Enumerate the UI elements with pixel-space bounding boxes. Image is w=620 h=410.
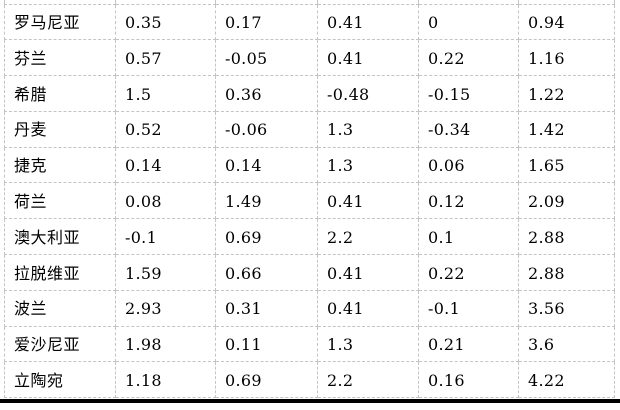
- table-body: 罗马尼亚 0.35 0.17 0.41 0 0.94 芬兰 0.57 -0.05 0.41 0.22…: [4, 0, 615, 399]
- value-cell[interactable]: -0.34: [418, 110, 519, 148]
- partial-row-top: [4, 0, 615, 5]
- value-cell[interactable]: 0.94: [518, 3, 615, 41]
- country-cell[interactable]: 捷克: [4, 146, 116, 184]
- table-row: 拉脱维亚 1.59 0.66 0.41 0.22 2.88: [4, 254, 615, 291]
- value-cell[interactable]: 0.21: [418, 325, 519, 363]
- value-cell[interactable]: 1.16: [518, 39, 615, 77]
- value-cell[interactable]: 1.59: [115, 254, 216, 291]
- table-row: 丹麦 0.52 -0.06 1.3 -0.34 1.42: [4, 110, 615, 148]
- value-cell[interactable]: 0.08: [115, 182, 216, 220]
- value-cell[interactable]: -0.15: [418, 75, 519, 112]
- table-row: 荷兰 0.08 1.49 0.41 0.12 2.09: [4, 182, 615, 220]
- value-cell[interactable]: 0.11: [215, 325, 318, 363]
- value-cell[interactable]: 1.3: [317, 110, 419, 148]
- value-cell[interactable]: 0.36: [215, 75, 318, 112]
- value-cell[interactable]: 0.69: [215, 218, 318, 256]
- value-cell[interactable]: 0.1: [418, 218, 519, 256]
- value-cell[interactable]: 3.56: [518, 289, 615, 327]
- table-row: 罗马尼亚 0.35 0.17 0.41 0 0.94: [4, 3, 615, 41]
- country-cell[interactable]: 立陶宛: [4, 361, 116, 399]
- value-cell[interactable]: 0.41: [317, 182, 419, 220]
- value-cell[interactable]: -0.06: [215, 110, 318, 148]
- country-cell[interactable]: 芬兰: [4, 39, 116, 77]
- table-row: 希腊 1.5 0.36 -0.48 -0.15 1.22: [4, 75, 615, 112]
- value-cell[interactable]: 0.14: [115, 146, 216, 184]
- value-cell[interactable]: 0.66: [215, 254, 318, 291]
- country-cell[interactable]: 拉脱维亚: [4, 254, 116, 291]
- value-cell[interactable]: -0.48: [317, 75, 419, 112]
- value-cell[interactable]: 0.17: [215, 3, 318, 41]
- table-row: 爱沙尼亚 1.98 0.11 1.3 0.21 3.6: [4, 325, 615, 363]
- value-cell[interactable]: 0.22: [418, 254, 519, 291]
- value-cell[interactable]: 0.35: [115, 3, 216, 41]
- value-cell[interactable]: 2.2: [317, 218, 419, 256]
- value-cell[interactable]: 0.16: [418, 361, 519, 399]
- table-bottom-border: [0, 399, 620, 403]
- value-cell[interactable]: 0.41: [317, 39, 419, 77]
- value-cell[interactable]: 2.09: [518, 182, 615, 220]
- country-cell[interactable]: 荷兰: [4, 182, 116, 220]
- value-cell[interactable]: 0: [418, 3, 519, 41]
- table-row: 立陶宛 1.18 0.69 2.2 0.16 4.22: [4, 361, 615, 399]
- value-cell[interactable]: -0.05: [215, 39, 318, 77]
- value-cell[interactable]: 0.57: [115, 39, 216, 77]
- value-cell[interactable]: 0.41: [317, 254, 419, 291]
- value-cell[interactable]: 0.52: [115, 110, 216, 148]
- value-cell[interactable]: 1.5: [115, 75, 216, 112]
- country-cell[interactable]: 罗马尼亚: [4, 3, 116, 41]
- value-cell[interactable]: 1.42: [518, 110, 615, 148]
- table-row: 波兰 2.93 0.31 0.41 -0.1 3.56: [4, 289, 615, 327]
- value-cell[interactable]: 1.18: [115, 361, 216, 399]
- value-cell[interactable]: 0.41: [317, 3, 419, 41]
- value-cell[interactable]: 2.88: [518, 218, 615, 256]
- value-cell[interactable]: 1.49: [215, 182, 318, 220]
- value-cell[interactable]: 0.69: [215, 361, 318, 399]
- country-cell[interactable]: 爱沙尼亚: [4, 325, 116, 363]
- country-cell[interactable]: 丹麦: [4, 110, 116, 148]
- value-cell[interactable]: 2.88: [518, 254, 615, 291]
- country-cell[interactable]: 波兰: [4, 289, 116, 327]
- value-cell[interactable]: 2.2: [317, 361, 419, 399]
- value-cell[interactable]: 0.12: [418, 182, 519, 220]
- table-row: 澳大利亚 -0.1 0.69 2.2 0.1 2.88: [4, 218, 615, 256]
- value-cell[interactable]: 2.93: [115, 289, 216, 327]
- data-table: 罗马尼亚 0.35 0.17 0.41 0 0.94 芬兰 0.57 -0.05 0.41 0.22…: [4, 0, 615, 399]
- value-cell[interactable]: 4.22: [518, 361, 615, 399]
- country-cell[interactable]: 澳大利亚: [4, 218, 116, 256]
- country-cell[interactable]: 希腊: [4, 75, 116, 112]
- value-cell[interactable]: 0.31: [215, 289, 318, 327]
- value-cell[interactable]: -0.1: [115, 218, 216, 256]
- value-cell[interactable]: -0.1: [418, 289, 519, 327]
- value-cell[interactable]: 3.6: [518, 325, 615, 363]
- partial-cell: [518, 0, 615, 5]
- value-cell[interactable]: 1.98: [115, 325, 216, 363]
- value-cell[interactable]: 0.06: [418, 146, 519, 184]
- table-row: 捷克 0.14 0.14 1.3 0.06 1.65: [4, 146, 615, 184]
- value-cell[interactable]: 0.22: [418, 39, 519, 77]
- value-cell[interactable]: 1.22: [518, 75, 615, 112]
- value-cell[interactable]: 1.3: [317, 325, 419, 363]
- value-cell[interactable]: 1.3: [317, 146, 419, 184]
- table-row: 芬兰 0.57 -0.05 0.41 0.22 1.16: [4, 39, 615, 77]
- value-cell[interactable]: 1.65: [518, 146, 615, 184]
- value-cell[interactable]: 0.41: [317, 289, 419, 327]
- value-cell[interactable]: 0.14: [215, 146, 318, 184]
